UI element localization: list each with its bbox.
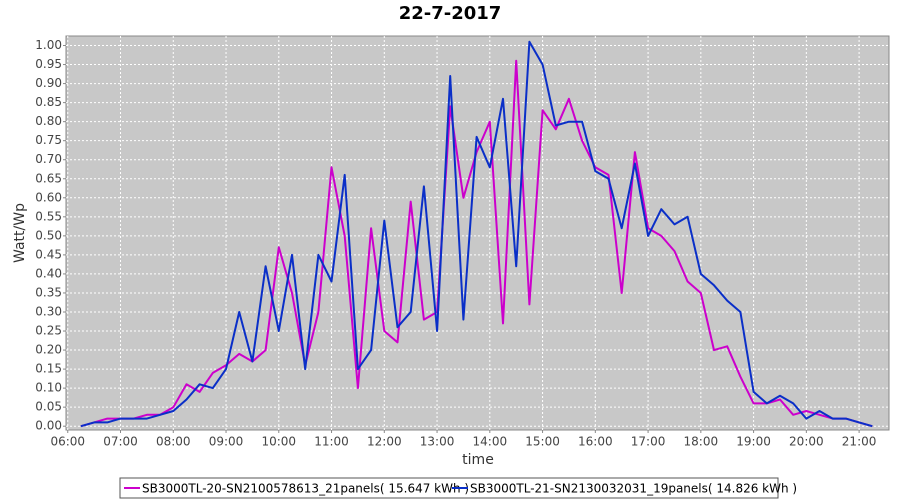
x-tick-label: 09:00 [209,435,244,449]
y-tick-label: 0.80 [35,114,62,128]
legend-box [119,477,779,499]
y-tick-label: 0.75 [35,133,62,147]
x-tick-label: 10:00 [261,435,296,449]
y-tick-label: 0.15 [35,362,62,376]
x-axis-label: time [462,452,494,468]
series-line [80,59,873,428]
y-tick-label: 0.40 [35,266,62,280]
y-tick-label: 0.55 [35,209,62,223]
x-tick-label: 16:00 [578,435,613,449]
y-tick-label: 0.50 [35,228,62,242]
y-tick-label: 1.00 [35,38,62,52]
y-tick-label: 0.85 [35,95,62,109]
x-tick-label: 13:00 [420,435,455,449]
legend-label: SB3000TL-21-SN2130032031_19panels( 14.82… [470,482,797,496]
y-tick-label: 0.60 [35,190,62,204]
y-tick-label: 0.70 [35,152,62,166]
x-tick-label: 12:00 [367,435,402,449]
x-tick-label: 15:00 [525,435,560,449]
x-tick-label: 08:00 [156,435,191,449]
y-tick-label: 0.00 [35,419,62,433]
y-tick-label: 0.05 [35,400,62,414]
x-tick-label: 07:00 [103,435,138,449]
x-tick-label: 06:00 [50,435,85,449]
x-tick-label: 14:00 [473,435,508,449]
x-tick-label: 21:00 [842,435,877,449]
y-tick-label: 0.20 [35,343,62,357]
plot-area [65,35,890,431]
x-tick-label: 19:00 [736,435,771,449]
y-tick-label: 0.90 [35,76,62,90]
x-tick-label: 20:00 [789,435,824,449]
x-tick-label: 11:00 [314,435,349,449]
x-tick-label: 17:00 [631,435,666,449]
y-tick-label: 0.95 [35,57,62,71]
y-tick-label: 0.35 [35,285,62,299]
y-tick-label: 0.10 [35,381,62,395]
y-tick-label: 0.25 [35,324,62,338]
y-tick-label: 0.30 [35,304,62,318]
series-line [80,40,873,428]
x-tick-label: 18:00 [684,435,719,449]
y-tick-label: 0.45 [35,247,62,261]
y-tick-label: 0.65 [35,171,62,185]
y-axis-label: Watt/Wp [12,203,28,263]
chart-title: 22-7-2017 [399,3,502,24]
legend-label: SB3000TL-20-SN2100578613_21panels( 15.64… [142,482,469,496]
